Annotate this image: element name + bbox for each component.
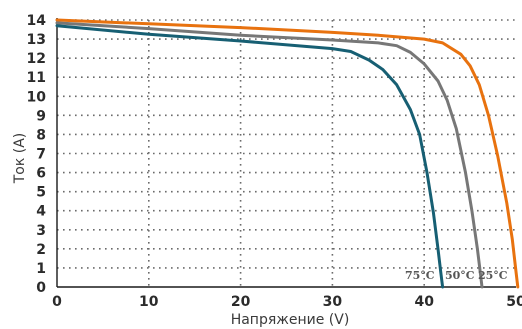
curve-annotation-3: 25°C: [478, 269, 508, 282]
series-group: [55, 18, 520, 289]
series-line-1: [55, 18, 520, 289]
axes: [56, 18, 516, 288]
y-tick-label-8: 8: [36, 127, 46, 143]
x-tick-label-30: 30: [323, 294, 343, 310]
x-tick-label-0: 0: [52, 294, 62, 310]
y-tick-label-13: 13: [27, 32, 46, 48]
curve-labels: 75°C 50°C 25°C: [405, 269, 508, 282]
curve-annotation-1: 75°C: [405, 269, 435, 282]
y-tick-label-9: 9: [36, 108, 46, 124]
curve-annotation-2: 50°C: [445, 269, 475, 282]
y-tick-label-4: 4: [36, 204, 46, 220]
y-axis-label: Ток (A): [12, 133, 28, 185]
y-tick-label-10: 10: [27, 89, 47, 105]
y-tick-label-2: 2: [36, 242, 46, 258]
y-tick-label-12: 12: [27, 51, 46, 67]
y-tick-label-5: 5: [36, 185, 46, 201]
x-tick-label-10: 10: [139, 294, 159, 310]
y-tick-label-0: 0: [36, 280, 46, 296]
x-tick-label-50: 50: [506, 294, 522, 310]
x-axis-label: Напряжение (V): [231, 312, 350, 328]
y-tick-label-3: 3: [36, 223, 46, 239]
series-line-3: [55, 24, 445, 289]
y-tick-label-1: 1: [36, 261, 46, 277]
series-line-2: [55, 21, 484, 289]
y-tick-label-11: 11: [27, 70, 46, 86]
grid: [57, 19, 516, 287]
y-tick-label-14: 14: [27, 13, 47, 29]
x-tick-label-40: 40: [414, 294, 434, 310]
y-tick-label-6: 6: [36, 166, 46, 182]
y-tick-label-7: 7: [36, 147, 46, 163]
x-tick-label-20: 20: [231, 294, 251, 310]
